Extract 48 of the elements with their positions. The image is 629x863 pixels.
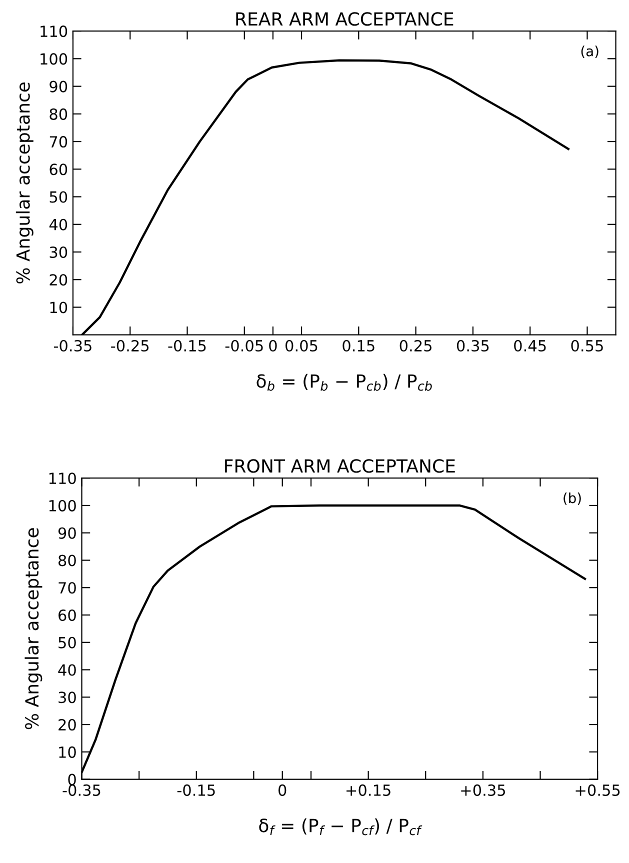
x-tick-label: +0.55	[576, 784, 620, 796]
y-tick-label: 90	[50, 80, 68, 92]
y-tick-label: 70	[58, 582, 76, 594]
y-tick-label: 0	[68, 774, 76, 786]
y-tick-label: 40	[49, 218, 68, 230]
y-axis-title: % Angular acceptance	[24, 528, 42, 730]
y-tick-label: 20	[50, 274, 68, 286]
y-tick-label: 110	[49, 472, 76, 484]
y-axis-title: % Angular acceptance	[16, 82, 34, 284]
x-tick-label: -0.25	[111, 340, 149, 352]
annotation: (b)	[564, 492, 581, 505]
x-tick-label: -0.15	[177, 784, 215, 796]
y-tick-label: 30	[58, 692, 76, 704]
x-tick-label: -0.35	[62, 784, 100, 796]
y-tick-label: 20	[58, 718, 76, 731]
x-tick-label: +0.35	[461, 784, 506, 796]
y-tick-label: 100	[40, 53, 68, 65]
x-tick-label: 0.55	[571, 340, 603, 352]
x-tick-label: 0.15	[342, 340, 374, 352]
x-axis-title: δ$_{b}$ = (P$_{b}$ − P$_{cb}$) / P$_{cb}$	[256, 374, 432, 391]
x-tick-label: 0.45	[514, 340, 546, 352]
chart-title: REAR ARM ACCEPTANCE	[236, 12, 454, 26]
y-tick-label: 10	[50, 302, 68, 314]
x-tick-label: +0.15	[346, 784, 390, 796]
x-tick-label: -0.35	[54, 340, 92, 352]
y-tick-label: 100	[49, 500, 76, 512]
x-tick-label: 0.35	[456, 340, 489, 352]
annotation: (a)	[581, 46, 598, 58]
y-tick-label: 50	[50, 191, 68, 203]
y-tick-label: 90	[58, 527, 76, 539]
y-tick-label: 60	[50, 164, 68, 176]
chart-title: FRONT ARM ACCEPTANCE	[225, 459, 455, 473]
x-tick-label: 0.05	[286, 340, 318, 352]
y-tick-label: 60	[58, 609, 76, 622]
y-tick-label: 80	[50, 108, 68, 120]
x-tick-label: 0	[269, 340, 277, 352]
x-axis-title: δ$_{f}$ = (P$_{f}$ − P$_{cf}$) / P$_{cf}$	[259, 818, 422, 836]
y-tick-label: 110	[40, 26, 68, 38]
x-tick-label: -0.05	[225, 340, 263, 352]
x-tick-label: -0.15	[168, 340, 206, 352]
y-tick-label: 50	[58, 636, 76, 648]
y-tick-label: 70	[50, 136, 68, 148]
y-tick-label: 80	[58, 554, 76, 566]
x-tick-label: 0	[278, 784, 286, 796]
x-tick-label: 0.25	[400, 340, 432, 352]
y-tick-label: 10	[59, 746, 76, 758]
y-tick-label: 30	[50, 246, 68, 258]
y-tick-label: 40	[58, 664, 76, 676]
